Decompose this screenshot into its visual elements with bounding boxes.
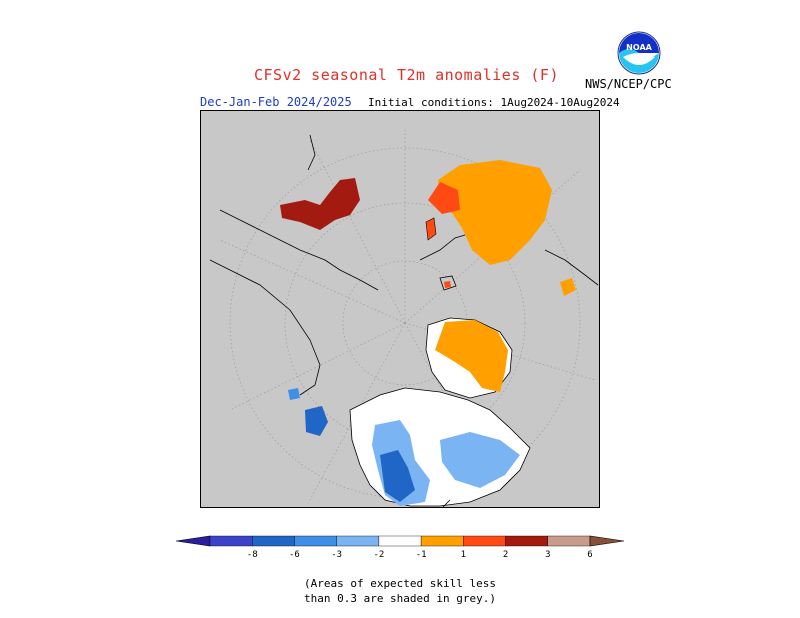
- skill-note-line-1: (Areas of expected skill less: [303, 577, 497, 590]
- warm-spot-svalbard: [444, 281, 451, 288]
- warm-anomaly-siberia: [280, 178, 360, 230]
- logo-text: NOAA: [626, 43, 652, 52]
- legend-bin: [294, 535, 337, 547]
- legend-bin-high-arrow: [589, 535, 625, 547]
- legend-label: -2: [373, 550, 384, 560]
- legend-label: -1: [416, 550, 427, 560]
- map-title: CFSv2 seasonal T2m anomalies (F): [254, 66, 559, 84]
- warm-anomaly-eurasia: [438, 160, 552, 265]
- legend-label: 3: [545, 550, 550, 560]
- noaa-logo-icon: NOAA: [617, 31, 661, 75]
- legend-label: 1: [461, 550, 466, 560]
- season-label: Dec-Jan-Feb 2024/2025: [200, 95, 352, 109]
- legend-label: -3: [331, 550, 342, 560]
- warm-anomaly-greenland: [435, 320, 508, 392]
- warm-anomaly-scandinavia: [560, 278, 576, 296]
- skill-note: (Areas of expected skill less than 0.3 a…: [0, 576, 800, 606]
- coastlines: [209, 134, 599, 508]
- polar-map: [200, 110, 600, 508]
- warm-anomaly-eurasia-strong: [428, 182, 460, 214]
- legend-bin: [209, 535, 253, 547]
- legend-bin: [378, 535, 422, 547]
- legend-bin: [505, 535, 548, 547]
- cold-anomaly-alaska-edge: [288, 388, 300, 400]
- legend-bin: [336, 535, 380, 547]
- cold-anomaly-core: [380, 450, 415, 502]
- legend-bin-low-arrow: [175, 535, 211, 547]
- legend-bin: [252, 535, 295, 547]
- legend-label: 2: [503, 550, 508, 560]
- legend-bin: [420, 535, 464, 547]
- initial-conditions-label: Initial conditions: 1Aug2024-10Aug2024: [368, 96, 620, 109]
- island-novaya-zemlya: [425, 217, 437, 241]
- cold-anomaly-east: [440, 432, 520, 488]
- legend-label: -8: [247, 550, 258, 560]
- color-legend: -8-6-3-2-112368: [175, 535, 630, 560]
- cold-anomaly-alaska: [305, 406, 328, 436]
- legend-label: 6: [587, 550, 592, 560]
- legend-bin: [463, 535, 506, 547]
- skill-note-line-2: than 0.3 are shaded in grey.): [303, 592, 497, 605]
- legend-bin: [547, 535, 591, 547]
- legend-label: -6: [289, 550, 300, 560]
- agency-label: NWS/NCEP/CPC: [585, 77, 672, 91]
